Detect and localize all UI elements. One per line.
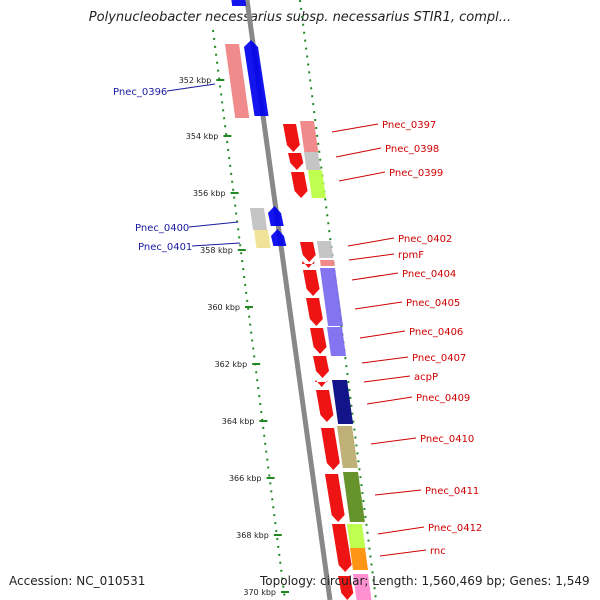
kbp-label: 366 kbp bbox=[229, 474, 262, 483]
gene-leader-line bbox=[359, 330, 406, 339]
gene-feature[interactable] bbox=[316, 390, 334, 422]
gene-label[interactable]: Pnec_0400 bbox=[135, 223, 189, 234]
gene-label[interactable]: Pnec_0407 bbox=[412, 353, 466, 364]
gene-leader-line bbox=[379, 549, 427, 557]
gene-label[interactable]: Pnec_0402 bbox=[398, 234, 452, 245]
kbp-label: 352 kbp bbox=[179, 76, 212, 85]
gene-feature[interactable] bbox=[313, 356, 330, 378]
gene-label[interactable]: Pnec_0410 bbox=[420, 434, 474, 445]
gene-label[interactable]: rpmF bbox=[398, 250, 424, 261]
gene-leader-line bbox=[351, 272, 399, 281]
gene-feature[interactable] bbox=[244, 40, 269, 116]
gene-label[interactable]: Pnec_0405 bbox=[406, 298, 460, 309]
gene-leader-line bbox=[361, 356, 409, 364]
gene-label[interactable]: rnc bbox=[430, 546, 446, 557]
gene-leader-line bbox=[374, 489, 422, 496]
gene-feature[interactable] bbox=[288, 153, 304, 170]
gene-feature[interactable] bbox=[225, 44, 250, 118]
gene-feature[interactable] bbox=[283, 124, 300, 152]
gene-leader-line bbox=[188, 221, 239, 228]
gene-feature[interactable] bbox=[268, 206, 284, 226]
kbp-ticks: 352 kbp 354 kbp 356 kbp 358 kbp 360 kbp 362 k… bbox=[179, 76, 289, 597]
kbp-label: 370 kbp bbox=[243, 588, 276, 597]
map-title: Polynucleobacter necessarius subsp. nece… bbox=[88, 10, 512, 25]
gene-leader-line bbox=[377, 526, 425, 535]
genome-summary-text: Topology: circular; Length: 1,560,469 bp… bbox=[260, 574, 590, 588]
gene-feature[interactable] bbox=[320, 268, 344, 326]
gene-feature[interactable] bbox=[308, 170, 326, 198]
gene-features bbox=[225, 0, 372, 600]
gene-feature[interactable] bbox=[300, 242, 316, 262]
gene-label[interactable]: acpP bbox=[414, 372, 438, 383]
gene-leader-line bbox=[366, 396, 413, 405]
gene-feature[interactable] bbox=[291, 172, 308, 198]
gene-leader-line bbox=[347, 237, 395, 247]
gene-feature[interactable] bbox=[304, 152, 321, 170]
gene-feature[interactable] bbox=[327, 327, 347, 356]
gene-feature[interactable] bbox=[310, 328, 327, 354]
gene-feature[interactable] bbox=[303, 270, 320, 296]
gene-label[interactable]: Pnec_0404 bbox=[402, 269, 456, 280]
gene-leader-line bbox=[354, 301, 403, 310]
kbp-label: 368 kbp bbox=[236, 531, 269, 540]
left-guide-track bbox=[212, 29, 286, 600]
gene-leader-line bbox=[338, 171, 386, 182]
gene-feature[interactable] bbox=[321, 428, 340, 470]
kbp-label: 360 kbp bbox=[207, 303, 240, 312]
gene-leader-line bbox=[166, 83, 216, 92]
gene-feature[interactable] bbox=[325, 474, 345, 522]
gene-label[interactable]: Pnec_0406 bbox=[409, 327, 463, 338]
gene-feature[interactable] bbox=[353, 574, 372, 600]
gene-feature[interactable] bbox=[230, 0, 247, 6]
gene-feature[interactable] bbox=[332, 380, 354, 424]
gene-label[interactable]: Pnec_0412 bbox=[428, 523, 482, 534]
gene-label[interactable]: Pnec_0411 bbox=[425, 486, 479, 497]
kbp-label: 364 kbp bbox=[222, 417, 255, 426]
gene-feature[interactable] bbox=[302, 261, 315, 268]
gene-feature[interactable] bbox=[317, 241, 334, 258]
gene-label[interactable]: Pnec_0396 bbox=[113, 87, 167, 98]
gene-feature[interactable] bbox=[337, 426, 358, 468]
kbp-label: 354 kbp bbox=[186, 132, 219, 141]
gene-feature[interactable] bbox=[332, 524, 352, 572]
gene-feature[interactable] bbox=[306, 298, 323, 326]
gene-label[interactable]: Pnec_0401 bbox=[138, 242, 192, 253]
gene-label[interactable]: Pnec_0397 bbox=[382, 120, 436, 131]
kbp-label: 356 kbp bbox=[193, 189, 226, 198]
gene-label[interactable]: Pnec_0398 bbox=[385, 144, 439, 155]
gene-leader-line bbox=[331, 123, 379, 133]
gene-labels: Pnec_0396 Pnec_0397 Pnec_0398 Pnec_0399 Pnec… bbox=[113, 83, 482, 557]
gene-leader-line bbox=[363, 375, 411, 383]
gene-label[interactable]: Pnec_0409 bbox=[416, 393, 470, 404]
gene-label[interactable]: Pnec_0399 bbox=[389, 168, 443, 179]
gene-feature[interactable] bbox=[338, 576, 354, 600]
gene-feature[interactable] bbox=[300, 121, 319, 152]
gene-feature[interactable] bbox=[250, 208, 268, 230]
gene-feature[interactable] bbox=[315, 380, 328, 387]
accession-text: Accession: NC_010531 bbox=[9, 574, 146, 588]
gene-leader-line bbox=[348, 253, 395, 261]
gene-feature[interactable] bbox=[350, 548, 369, 570]
gene-leader-line bbox=[335, 147, 382, 158]
gene-feature[interactable] bbox=[347, 524, 366, 548]
kbp-label: 362 kbp bbox=[215, 360, 248, 369]
gene-feature[interactable] bbox=[320, 260, 335, 266]
gene-leader-line bbox=[370, 437, 417, 445]
gene-feature[interactable] bbox=[343, 472, 365, 522]
gene-feature[interactable] bbox=[271, 229, 287, 246]
kbp-label: 358 kbp bbox=[200, 246, 233, 255]
gene-leader-line bbox=[191, 242, 241, 247]
gene-feature[interactable] bbox=[254, 230, 271, 248]
